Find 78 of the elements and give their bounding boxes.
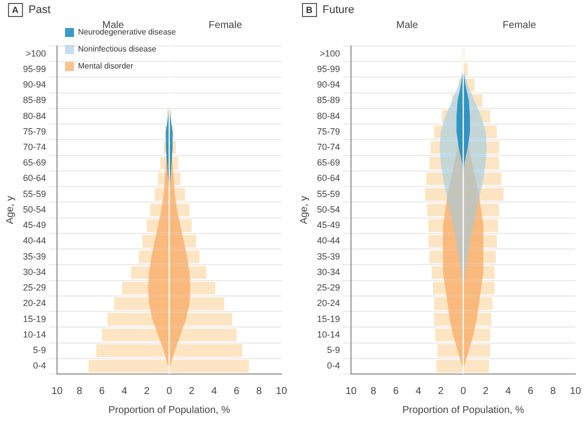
y-tick-label: 55-59 bbox=[316, 188, 340, 199]
y-tick-label: 35-39 bbox=[22, 251, 46, 262]
y-tick-label: 20-24 bbox=[22, 298, 46, 308]
x-tick-label: 8 bbox=[76, 386, 83, 397]
legend-label: Neurodegenerative disease bbox=[78, 28, 176, 37]
y-tick-label: 30-34 bbox=[316, 266, 340, 277]
y-tick-label: >100 bbox=[26, 48, 46, 58]
x-axis-title: Proportion of Population, % bbox=[108, 404, 230, 416]
y-tick-label: 95-99 bbox=[316, 64, 340, 74]
y-tick-label: 10-14 bbox=[316, 329, 340, 340]
x-tick-label: 2 bbox=[438, 386, 444, 397]
y-tick-label: 30-34 bbox=[22, 266, 46, 277]
y-tick-label: 40-44 bbox=[316, 236, 340, 246]
legend-label: Mental disorder bbox=[78, 62, 134, 71]
y-tick-label: 50-54 bbox=[22, 204, 46, 214]
y-tick-label: 20-24 bbox=[316, 298, 340, 308]
y-tick-label: 40-44 bbox=[22, 236, 46, 246]
x-tick-label: 6 bbox=[393, 386, 400, 397]
y-tick-label: 60-64 bbox=[316, 173, 340, 184]
y-tick-label: 45-49 bbox=[316, 220, 340, 230]
y-tick-label: 80-84 bbox=[22, 110, 46, 121]
x-tick-label: 10 bbox=[345, 386, 358, 397]
x-tick-label: 2 bbox=[144, 386, 150, 397]
y-tick-label: 85-89 bbox=[316, 95, 340, 106]
x-tick-label: 8 bbox=[256, 386, 262, 397]
y-tick-label: 15-19 bbox=[22, 314, 46, 324]
y-tick-label: 90-94 bbox=[316, 80, 340, 90]
x-tick-label: 6 bbox=[528, 386, 534, 397]
x-tick-label: 2 bbox=[188, 386, 195, 397]
y-tick-label: 45-49 bbox=[22, 220, 46, 230]
y-tick-label: 75-79 bbox=[22, 126, 46, 136]
y-tick-label: 55-59 bbox=[22, 188, 46, 199]
chart-title: Past bbox=[28, 4, 51, 16]
y-tick-label: 75-79 bbox=[316, 126, 340, 136]
y-tick-label: 80-84 bbox=[316, 110, 340, 121]
x-tick-label: 8 bbox=[550, 386, 556, 397]
y-tick-label: 50-54 bbox=[316, 204, 340, 214]
y-tick-label: 15-19 bbox=[316, 314, 340, 324]
text: Female bbox=[208, 20, 242, 31]
text: Male bbox=[396, 20, 418, 31]
y-tick-label: 85-89 bbox=[22, 95, 46, 106]
y-tick-label: >100 bbox=[320, 48, 340, 58]
legend-label: Noninfectious disease bbox=[78, 44, 157, 54]
y-tick-label: 0-4 bbox=[327, 360, 340, 371]
x-tick-label: 4 bbox=[211, 386, 218, 397]
x-tick-label: 8 bbox=[370, 386, 377, 397]
chart-title: Future bbox=[322, 4, 354, 16]
y-tick-label: 90-94 bbox=[22, 80, 46, 90]
y-tick-label: 95-99 bbox=[22, 64, 46, 74]
x-axis-title: Proportion of Population, % bbox=[402, 404, 524, 416]
x-tick-label: 6 bbox=[234, 386, 240, 397]
x-tick-label: 2 bbox=[482, 386, 489, 397]
y-tick-label: 25-29 bbox=[316, 282, 340, 293]
y-tick-label: 70-74 bbox=[22, 142, 46, 152]
y-tick-label: 60-64 bbox=[22, 173, 46, 184]
y-tick-label: 0-4 bbox=[33, 360, 46, 371]
y-axis-title: Age, y bbox=[4, 196, 16, 224]
x-tick-label: 0 bbox=[166, 386, 172, 397]
y-axis-title: Age, y bbox=[298, 196, 310, 224]
text: Female bbox=[502, 20, 536, 31]
x-tick-label: 10 bbox=[276, 386, 288, 397]
y-tick-label: 70-74 bbox=[316, 142, 340, 152]
text: B bbox=[302, 3, 316, 17]
y-tick-label: 35-39 bbox=[316, 251, 340, 262]
y-tick-label: 65-69 bbox=[316, 158, 340, 168]
x-tick-label: 0 bbox=[460, 386, 466, 397]
text: A bbox=[8, 3, 22, 17]
y-tick-label: 5-9 bbox=[327, 345, 340, 356]
x-tick-label: 6 bbox=[99, 386, 106, 397]
y-tick-label: 65-69 bbox=[22, 158, 46, 168]
x-tick-label: 4 bbox=[122, 386, 128, 397]
x-tick-label: 4 bbox=[416, 386, 422, 397]
x-tick-label: 10 bbox=[51, 386, 64, 397]
x-tick-label: 10 bbox=[570, 386, 582, 397]
y-tick-label: 10-14 bbox=[22, 329, 46, 340]
y-tick-label: 5-9 bbox=[33, 345, 46, 356]
x-tick-label: 4 bbox=[505, 386, 512, 397]
y-tick-label: 25-29 bbox=[22, 282, 46, 293]
